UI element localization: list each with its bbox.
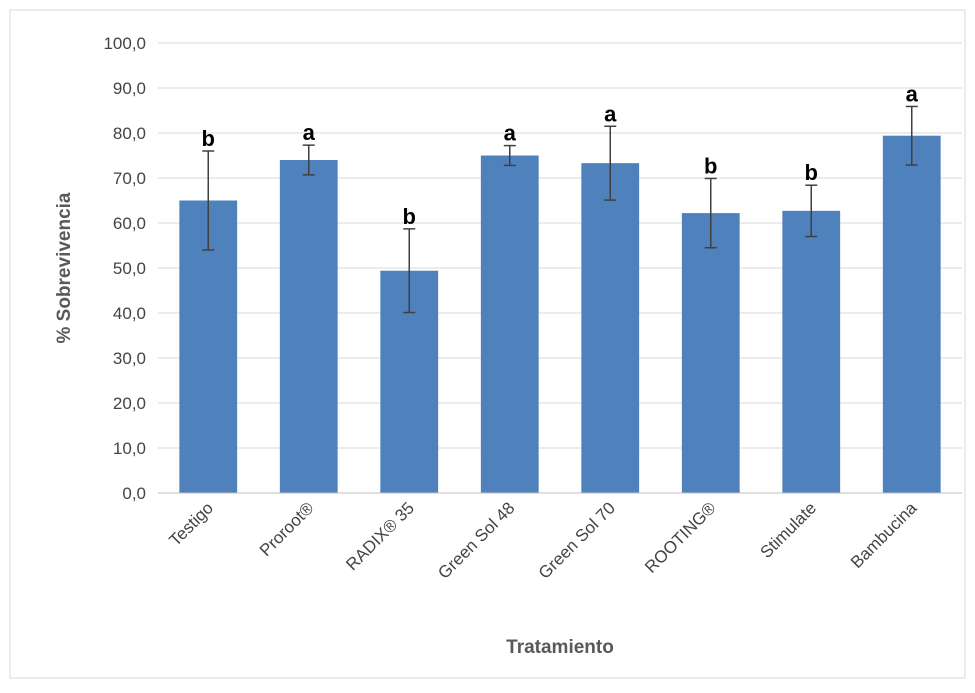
bar [681,213,740,493]
error-bar [704,177,717,249]
y-tick-label: 80,0 [113,124,146,143]
y-tick-label: 30,0 [113,349,146,368]
error-bar [503,144,516,167]
bar [882,135,941,493]
significance-label: a [303,120,316,145]
significance-label: b [805,160,818,185]
error-bars [202,105,918,314]
significance-label: b [704,153,717,178]
y-tick-label: 20,0 [113,394,146,413]
error-bar [403,228,416,314]
error-bar [805,184,818,238]
significance-label: a [604,101,617,126]
y-axis-ticks: 0,0 10,0 20,0 30,0 40,0 50,0 60,0 70,0 80,0 90,0 1… [103,34,146,503]
error-bar [905,105,918,166]
significance-labels: b a b a a b b a [202,81,919,228]
bars [179,135,941,493]
y-tick-label: 50,0 [113,259,146,278]
y-tick-label: 70,0 [113,169,146,188]
significance-label: a [504,121,517,146]
error-bar [302,144,315,176]
y-tick-label: 100,0 [103,34,146,53]
bar [782,210,841,493]
significance-label: a [906,81,919,106]
y-tick-label: 0,0 [122,484,146,503]
significance-label: b [403,204,416,229]
bar [480,155,539,493]
bar [581,163,640,493]
significance-label: b [202,126,215,151]
error-bar [202,150,215,251]
bar [279,160,338,493]
y-tick-label: 60,0 [113,214,146,233]
error-bar [604,125,617,201]
y-tick-label: 40,0 [113,304,146,323]
y-axis-title: % Sobrevivencia [54,192,75,343]
y-tick-label: 90,0 [113,79,146,98]
x-axis-title: Tratamiento [506,637,614,658]
y-tick-label: 10,0 [113,439,146,458]
